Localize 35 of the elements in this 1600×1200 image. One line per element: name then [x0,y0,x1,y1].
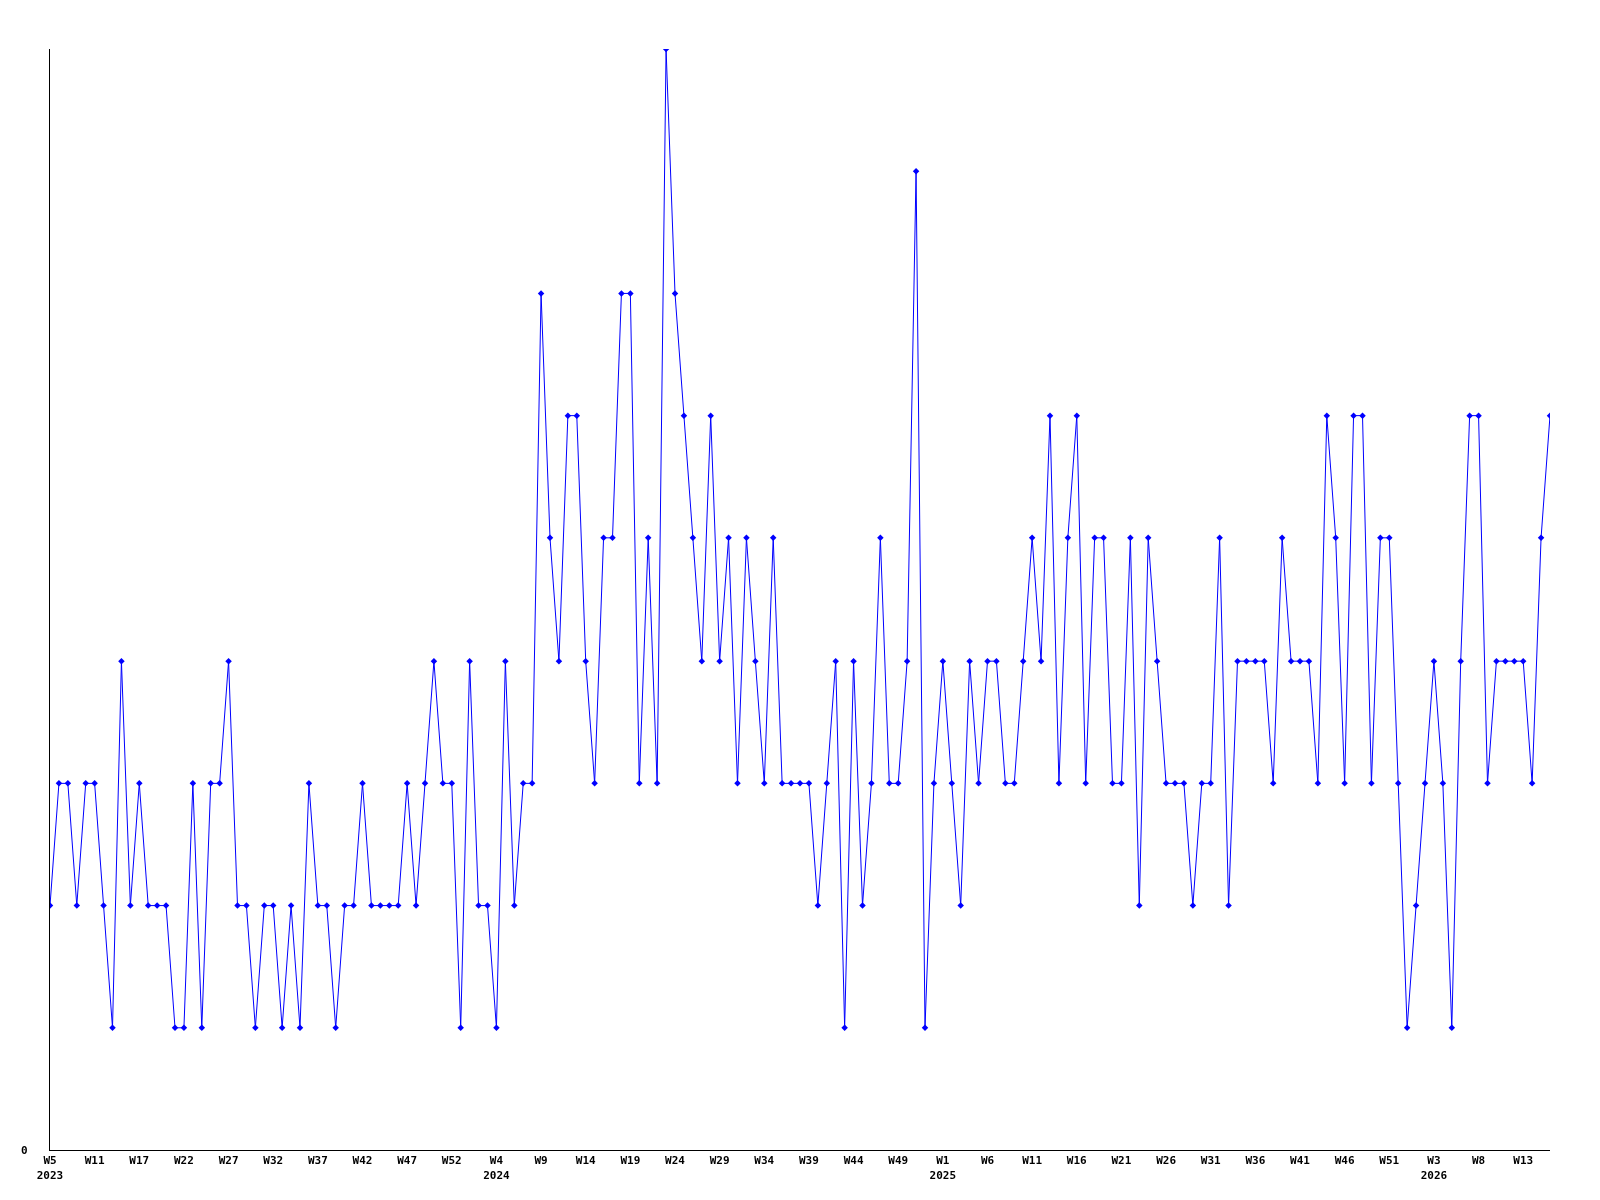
x-tick-label: W6 [980,1154,995,1168]
x-tick-label: W27 [218,1154,239,1168]
x-tick-label: W11 [84,1154,105,1168]
x-tick-label: W41 [1290,1154,1311,1168]
x-tick-label: W42 [352,1154,373,1168]
x-tick-label: W5 2023 [36,1154,64,1182]
x-tick-label: W31 [1200,1154,1222,1168]
x-tick-label: W14 [575,1154,597,1168]
x-tick-label: W26 [1156,1154,1177,1168]
x-tick-label: W36 [1245,1154,1266,1168]
x-tick-label: W17 [129,1154,150,1168]
x-tick-label: W44 [843,1154,864,1168]
x-tick-label: W3 2026 [1420,1154,1448,1182]
x-tick-label: W29 [709,1154,730,1168]
x-tick-label: W49 [888,1154,909,1168]
x-tick-label: W21 [1111,1154,1132,1168]
x-tick-label: W13 [1513,1154,1534,1168]
x-tick-label: W47 [397,1154,418,1168]
x-tick-label: W16 [1066,1154,1088,1168]
x-tick-label: W4 2024 [483,1154,511,1182]
x-tick-label: W34 [754,1154,775,1168]
text: 0 [21,1144,28,1157]
x-tick-label: W8 [1471,1154,1486,1168]
x-tick-label: W32 [263,1154,284,1168]
x-tick-label: W52 [441,1154,462,1168]
x-tick-label: W24 [665,1154,686,1168]
x-tick-label: W37 [307,1154,328,1168]
x-tick-label: W22 [173,1154,194,1168]
x-tick-label: W9 [534,1154,548,1168]
x-tick-label: W51 [1379,1154,1400,1168]
x-tick-label: W39 [798,1154,819,1168]
x-tick-label: W11 [1022,1154,1043,1168]
x-tick-label: W19 [620,1154,641,1168]
x-tick-label: W46 [1334,1154,1355,1168]
x-tick-label: W1 2025 [929,1154,957,1182]
